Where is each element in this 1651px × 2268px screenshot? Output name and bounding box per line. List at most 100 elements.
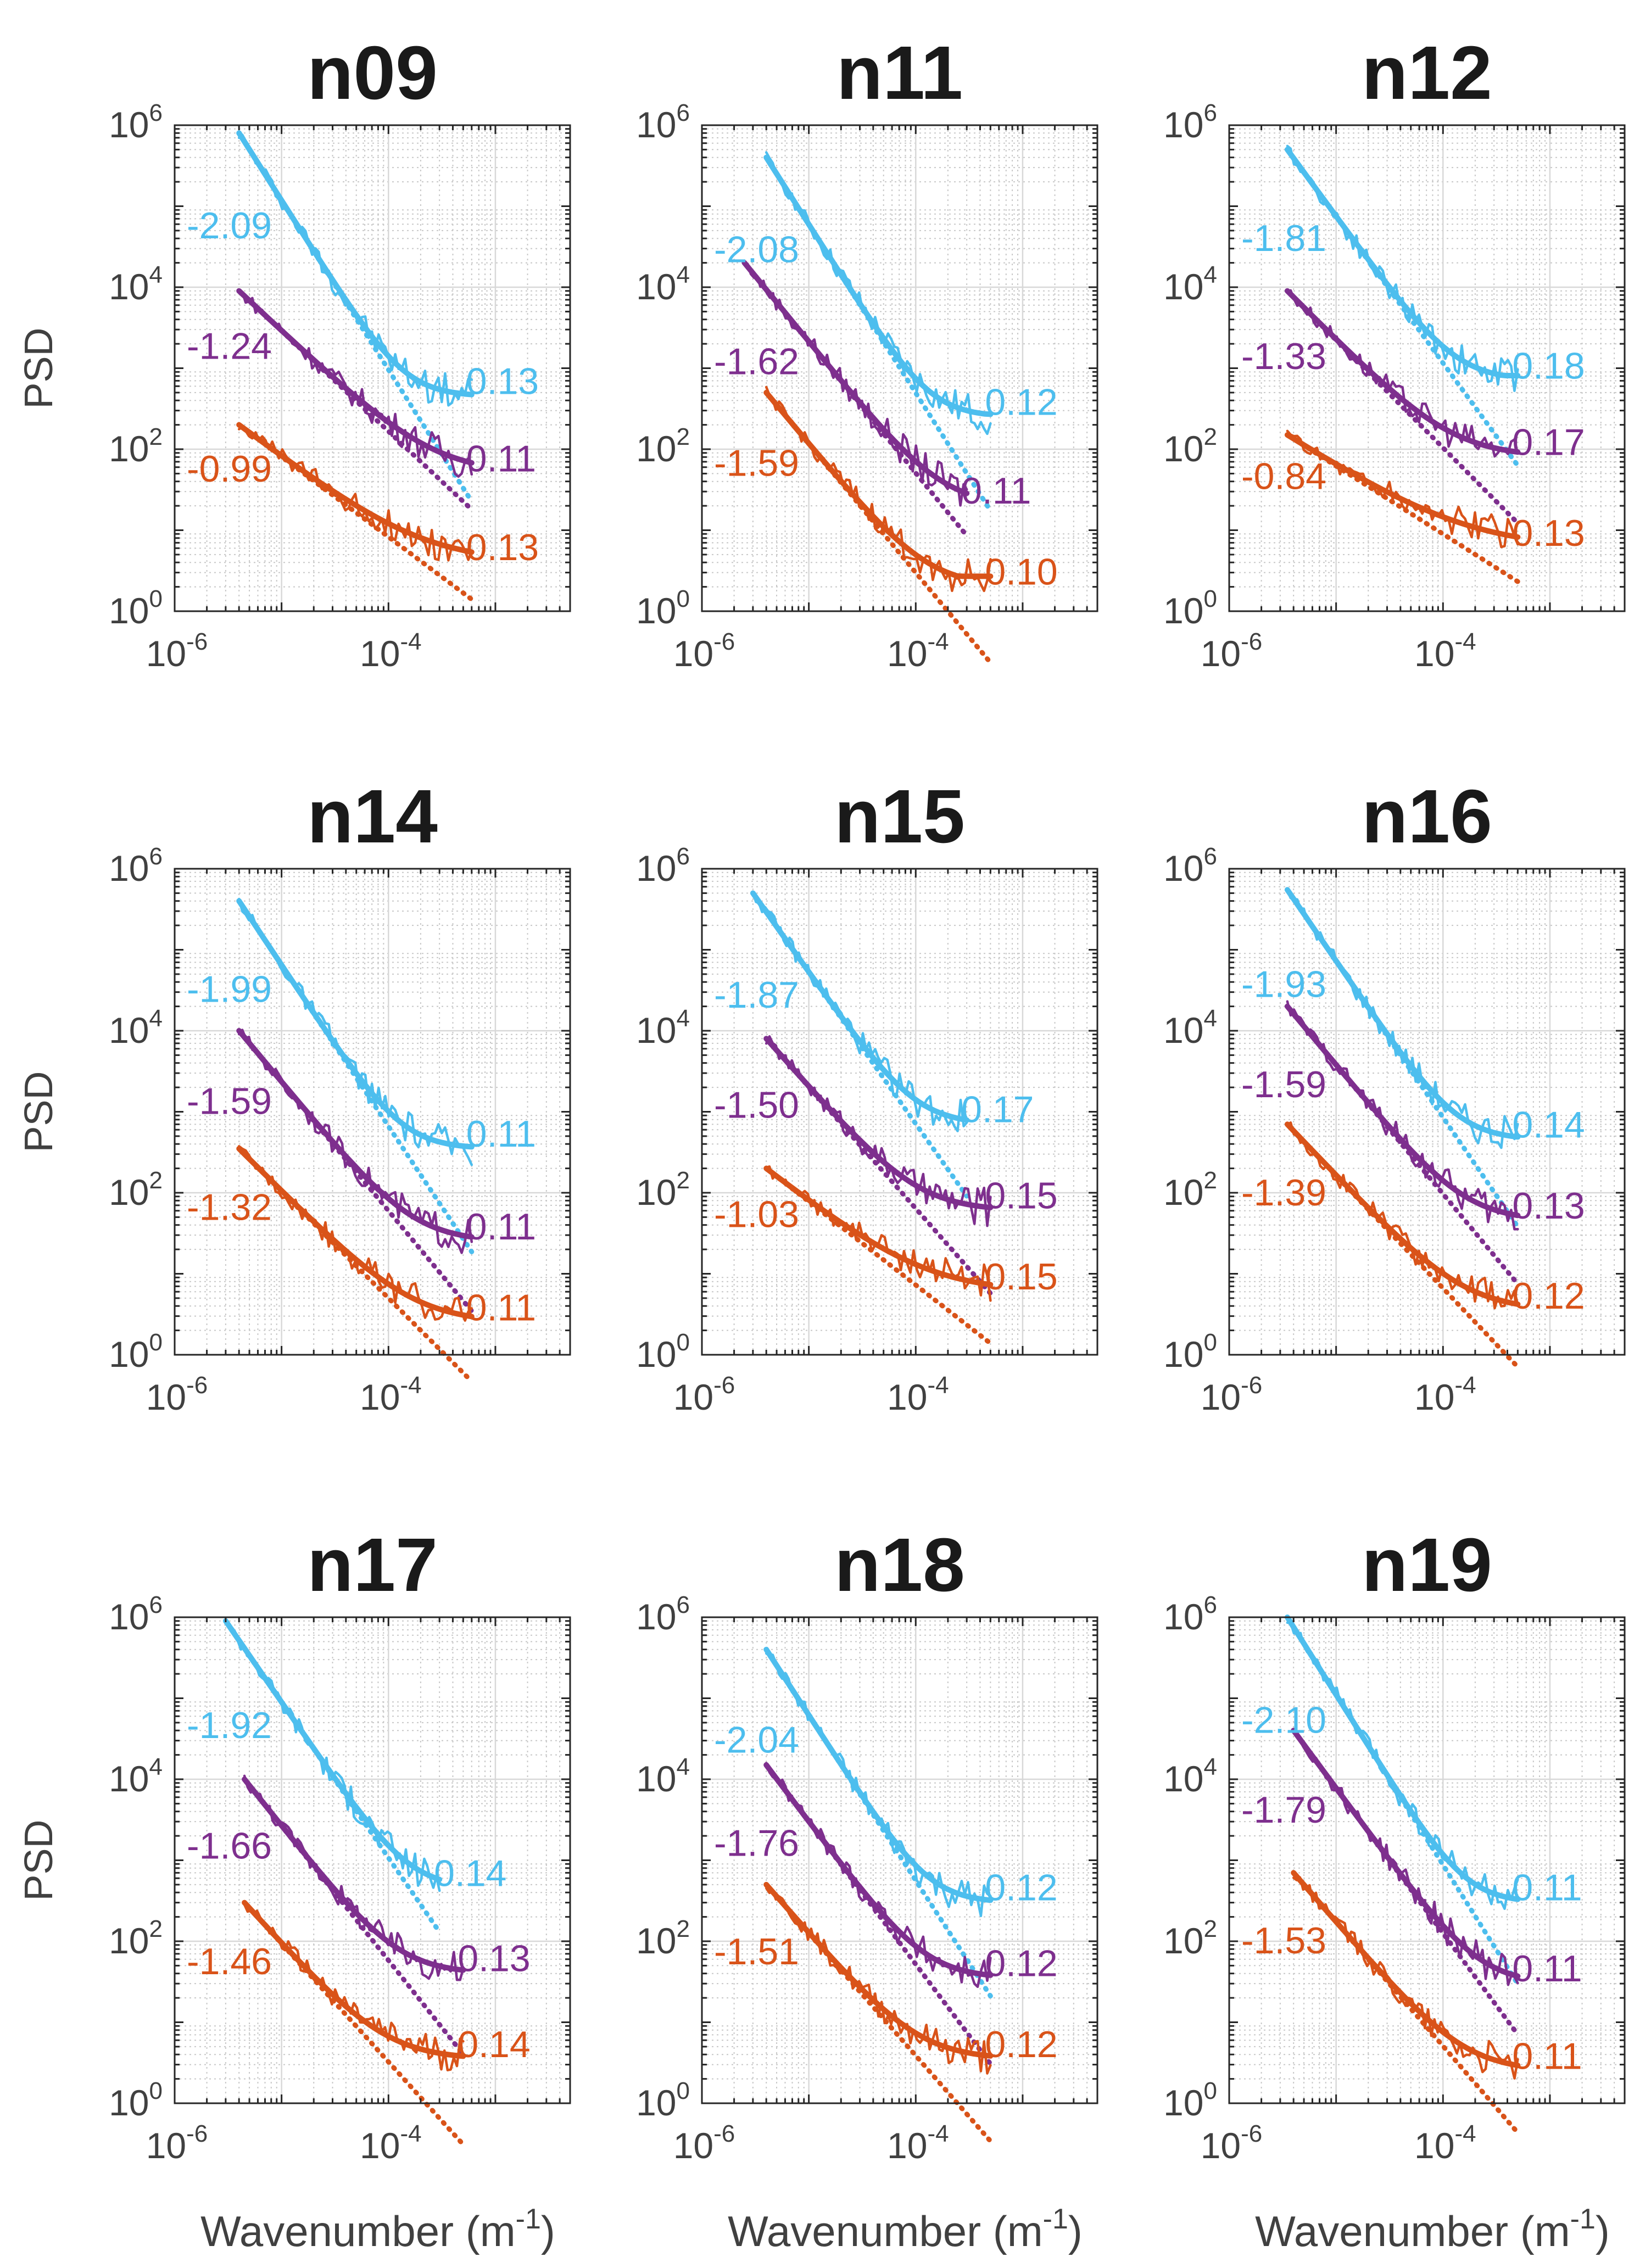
- x-tick-label: 10-6: [673, 1372, 735, 1417]
- orange-end-label: 0.13: [466, 527, 539, 568]
- blue-model-curve: [236, 130, 475, 398]
- purple-end-label: 0.11: [961, 470, 1031, 512]
- purple-end-label: 0.15: [985, 1175, 1057, 1217]
- blue-end-label: 0.12: [985, 1867, 1057, 1909]
- panel-n11: n11 100 102 104 106 10-6 10-4 -2.08 0.12 -1.62 0.1…: [636, 31, 1098, 674]
- y-tick-label: 104: [109, 1005, 163, 1051]
- x-tick-label: 10-4: [1414, 1372, 1476, 1417]
- blue-observed-spectrum: [1286, 144, 1519, 392]
- y-tick-label: 106: [636, 843, 690, 889]
- orange-observed-spectrum: [765, 1887, 992, 2075]
- blue-end-label: 0.13: [466, 361, 539, 403]
- y-tick-label: 106: [109, 99, 163, 145]
- purple-observed-spectrum: [1286, 289, 1519, 458]
- y-tick-label: 104: [109, 1753, 163, 1799]
- ticks: [174, 1617, 571, 2104]
- panel-title: n17: [307, 1523, 438, 1607]
- x-tick-label: 10-4: [887, 1372, 949, 1417]
- x-tick-label: 10-6: [673, 2120, 735, 2166]
- purple-observed-spectrum: [237, 288, 473, 478]
- panel-n18: n18 100 102 104 106 10-6 10-4 -2.04 0.12 -1.76 0.1…: [636, 1523, 1098, 2255]
- blue-observed-spectrum: [1286, 889, 1519, 1149]
- y-tick-label: 106: [1163, 1591, 1217, 1637]
- orange-observed-spectrum: [1286, 1121, 1519, 1310]
- purple-end-label: 0.13: [1512, 1185, 1585, 1227]
- orange-end-label: 0.12: [985, 2024, 1057, 2065]
- x-tick-label: 10-4: [887, 628, 949, 674]
- panel-title: n12: [1362, 31, 1492, 115]
- orange-end-label: 0.12: [1512, 1275, 1585, 1317]
- orange-slope-label: -1.03: [714, 1193, 799, 1235]
- purple-end-label: 0.12: [985, 1942, 1057, 1984]
- y-tick-label: 104: [636, 261, 690, 307]
- x-axis-label: Wavenumber (m-1): [728, 2203, 1083, 2255]
- annotations: -1.81 0.18 -1.33 0.17 -0.84 0.13: [1241, 217, 1585, 554]
- series-group: [1284, 144, 1521, 584]
- blue-observed-spectrum: [224, 1622, 441, 1892]
- purple-fit-line: [236, 288, 475, 512]
- y-tick-label: 100: [636, 1329, 690, 1375]
- orange-model-curve: [763, 1165, 994, 1288]
- panel-title: n18: [834, 1523, 965, 1607]
- orange-end-label: 0.11: [466, 1287, 536, 1328]
- purple-observed-spectrum: [1286, 1000, 1519, 1231]
- blue-end-label: 0.18: [1512, 345, 1585, 387]
- purple-model-curve: [236, 1028, 475, 1240]
- blue-end-label: 0.11: [1512, 1867, 1582, 1909]
- x-tick-label: 10-6: [146, 1372, 208, 1417]
- y-tick-label: 106: [1163, 99, 1217, 145]
- purple-slope-label: -1.50: [714, 1085, 799, 1126]
- blue-end-label: 0.12: [985, 381, 1057, 423]
- y-tick-label: 104: [636, 1753, 690, 1799]
- series-group: [763, 1646, 994, 2144]
- purple-observed-spectrum: [1292, 1729, 1519, 1986]
- orange-model-curve: [1284, 1121, 1521, 1307]
- orange-end-label: 0.14: [458, 2024, 530, 2065]
- orange-observed-spectrum: [765, 1165, 992, 1302]
- blue-observed-spectrum: [751, 891, 968, 1132]
- blue-observed-spectrum: [765, 1652, 992, 1918]
- blue-slope-label: -1.87: [714, 974, 799, 1016]
- y-tick-label: 102: [109, 1915, 163, 1961]
- y-tick-label: 100: [109, 1329, 163, 1375]
- x-tick-label: 10-4: [1414, 628, 1476, 674]
- orange-fit-line: [242, 1900, 466, 2147]
- x-tick-label: 10-6: [1201, 2120, 1263, 2166]
- y-tick-label: 100: [109, 585, 163, 631]
- y-tick-label: 106: [636, 1591, 690, 1637]
- ticks: [174, 125, 571, 612]
- y-tick-label: 100: [1163, 585, 1217, 631]
- purple-slope-label: -1.62: [714, 340, 799, 382]
- series-group: [236, 897, 475, 1384]
- y-tick-label: 100: [636, 585, 690, 631]
- orange-slope-label: -0.84: [1241, 456, 1326, 498]
- minor-grid: [702, 869, 1098, 1355]
- purple-slope-label: -1.59: [187, 1081, 272, 1122]
- y-tick-label: 102: [109, 1167, 163, 1213]
- y-tick-label: 106: [109, 1591, 163, 1637]
- y-tick-label: 100: [636, 2077, 690, 2123]
- blue-observed-spectrum: [237, 897, 473, 1166]
- orange-observed-spectrum: [1286, 429, 1519, 549]
- y-tick-label: 104: [109, 261, 163, 307]
- purple-model-curve: [242, 1777, 466, 1973]
- purple-model-curve: [1284, 288, 1521, 455]
- blue-slope-label: -2.04: [714, 1719, 799, 1761]
- blue-end-label: 0.11: [466, 1113, 536, 1155]
- y-tick-label: 106: [636, 99, 690, 145]
- major-grid: [1229, 869, 1625, 1355]
- blue-slope-label: -1.93: [1241, 964, 1326, 1005]
- x-tick-label: 10-6: [673, 628, 735, 674]
- annotations: -1.93 0.14 -1.59 0.13 -1.39 0.12: [1241, 964, 1585, 1317]
- purple-end-label: 0.11: [466, 438, 536, 479]
- purple-slope-label: -1.33: [1241, 336, 1326, 377]
- x-tick-label: 10-4: [360, 2120, 422, 2166]
- annotations: -1.99 0.11 -1.59 0.11 -1.32 0.11: [187, 968, 536, 1328]
- orange-end-label: 0.11: [1512, 2035, 1582, 2077]
- x-tick-label: 10-6: [146, 628, 208, 674]
- orange-model-curve: [236, 1146, 475, 1320]
- minor-grid: [1229, 869, 1625, 1355]
- annotations: -1.92 0.14 -1.66 0.13 -1.46 0.14: [187, 1705, 531, 2065]
- ticks: [701, 1617, 1098, 2104]
